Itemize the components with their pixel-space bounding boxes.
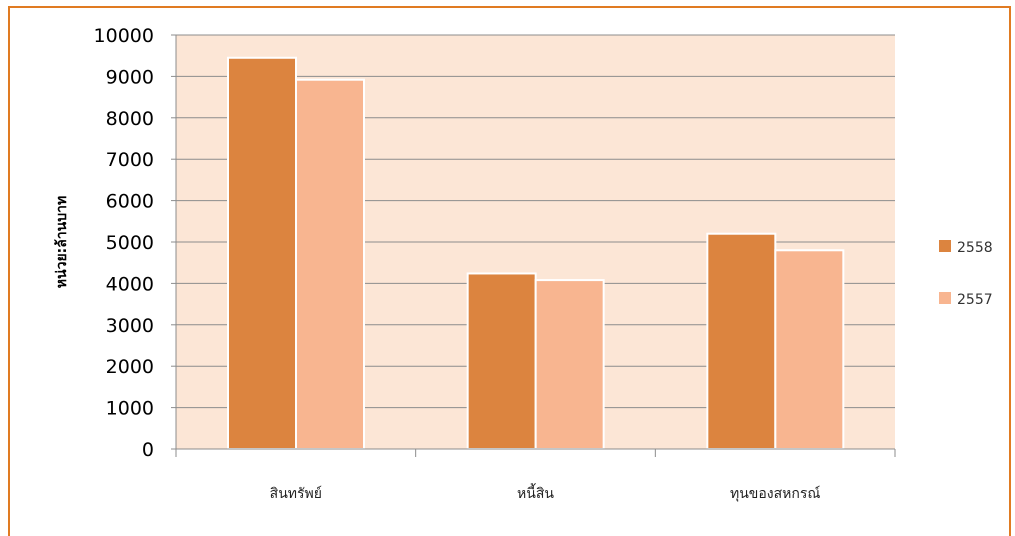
- bars: [227, 56, 845, 451]
- legend-swatch-2558: [939, 240, 951, 252]
- bar-2558-1: [466, 272, 537, 450]
- x-category-label: สินทรัพย์: [270, 485, 322, 502]
- y-axis-label: หน่วย:ล้านบาท: [54, 196, 70, 288]
- y-tick-label: 7000: [106, 149, 154, 171]
- legend-label-2558: 2558: [957, 240, 993, 256]
- y-tick-label: 10000: [94, 25, 154, 47]
- x-category-label: ทุนของสหกรณ์: [730, 485, 820, 502]
- y-tick-label: 0: [142, 439, 154, 461]
- legend: 2558 2557: [939, 240, 993, 308]
- y-tick-label: 9000: [106, 66, 154, 88]
- bar-2557-1: [534, 279, 605, 451]
- legend-label-2557: 2557: [957, 292, 993, 308]
- y-tick-label: 4000: [106, 273, 154, 295]
- y-tick-label: 6000: [106, 191, 154, 213]
- y-tick-label: 3000: [106, 315, 154, 337]
- legend-swatch-2557: [939, 292, 951, 304]
- bar-2558-2: [706, 232, 777, 450]
- y-tick-label: 2000: [106, 356, 154, 378]
- y-tick-label: 5000: [106, 232, 154, 254]
- y-tick-label: 1000: [106, 398, 154, 420]
- chart-frame: [8, 6, 1011, 536]
- y-tick-labels: 0 1000 2000 3000 4000 5000 6000 7000 8000 9000 100…: [94, 25, 154, 461]
- bar-2557-0: [295, 78, 365, 450]
- bar-2557-2: [774, 249, 845, 450]
- x-category-label: หนี้สิน: [517, 483, 554, 502]
- axes: [171, 34, 896, 457]
- bar-2558-0: [227, 56, 297, 451]
- y-tick-label: 8000: [106, 108, 154, 130]
- x-category-labels: สินทรัพย์ หนี้สิน ทุนของสหกรณ์: [270, 483, 821, 502]
